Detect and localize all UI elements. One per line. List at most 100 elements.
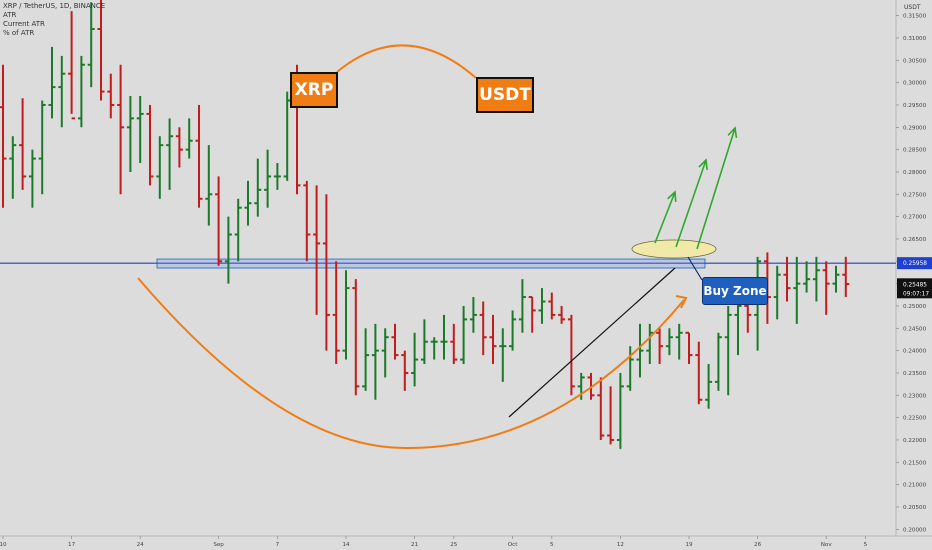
- x-tick-label: 5: [550, 542, 554, 548]
- ohlc-bar: [273, 163, 281, 190]
- ohlc-bar: [48, 46, 56, 119]
- x-tick-label: 19: [685, 542, 693, 548]
- ohlc-bar: [362, 328, 370, 391]
- y-tick-label: 0.24000: [903, 349, 927, 355]
- ohlc-bar: [185, 118, 193, 159]
- ohlc-bar: [685, 331, 693, 365]
- ohlc-bar: [38, 100, 46, 195]
- ohlc-bar: [117, 64, 125, 195]
- ohlc-bar: [352, 279, 360, 396]
- y-tick-label: 0.30000: [903, 81, 927, 87]
- ohlc-bar: [28, 149, 36, 208]
- countdown-text: 09:07:17: [903, 291, 929, 297]
- y-tick-label: 0.29000: [903, 125, 927, 131]
- y-tick-label: 0.28000: [903, 170, 927, 176]
- y-tick-label: 0.22500: [903, 416, 927, 422]
- breakout-target-ellipse: [631, 239, 717, 259]
- ohlc-bar: [832, 265, 840, 293]
- y-tick-label: 0.21500: [903, 460, 927, 466]
- ohlc-bar: [303, 180, 311, 262]
- rounding-bottom-curve: [137, 277, 685, 450]
- x-tick-label: Nov: [821, 542, 833, 548]
- ohlc-bar: [548, 292, 556, 320]
- x-tick-label: 24: [137, 542, 145, 548]
- ohlc-bar: [460, 305, 468, 365]
- x-tick-label: 26: [754, 542, 762, 548]
- time-axis[interactable]: 10 17 24 Sep 7 14 21 25 Oct 5 12 19 26 Nov 5: [0, 536, 868, 548]
- ohlc-bar: [205, 145, 213, 226]
- symbol-title[interactable]: XRP / TetherUS, 1D, BINANCE: [3, 2, 106, 10]
- ohlc-bar: [420, 319, 428, 365]
- annotation-layer: [137, 44, 738, 450]
- y-tick-label: 0.20500: [903, 505, 927, 511]
- ohlc-bar: [224, 216, 232, 284]
- indicator-percent-atr[interactable]: % of ATR: [3, 29, 35, 37]
- x-tick-label: 7: [276, 542, 280, 548]
- resistance-price-tag: [897, 257, 932, 270]
- xrp-usdt-arc: [336, 44, 477, 79]
- ohlc-bar: [322, 194, 330, 351]
- buy-zone-rect: [156, 258, 706, 269]
- green-target-arrowhead: [667, 190, 677, 203]
- price-axis[interactable]: 0.31500 0.31000 0.30500 0.30000 0.29500 0.290…: [896, 14, 927, 534]
- y-tick-label: 0.23000: [903, 393, 927, 399]
- y-tick-label: 0.31000: [903, 36, 927, 42]
- ohlc-bar: [724, 305, 732, 396]
- green-target-arrow: [654, 191, 676, 244]
- ohlc-bar: [0, 64, 7, 208]
- ohlc-bar: [714, 332, 722, 391]
- usdt-label: USDT: [476, 77, 534, 113]
- buy-zone-pointer: [687, 256, 703, 281]
- xrp-label: XRP: [290, 72, 338, 108]
- indicator-current-atr[interactable]: Current ATR: [3, 20, 45, 28]
- indicator-atr[interactable]: ATR: [3, 11, 17, 19]
- green-target-arrowhead: [698, 158, 708, 171]
- ohlc-bar: [646, 323, 654, 365]
- x-tick-label: 17: [68, 542, 76, 548]
- ohlc-bar: [381, 328, 389, 378]
- y-tick-label: 0.23500: [903, 371, 927, 377]
- ohlc-bar: [842, 256, 850, 298]
- last-price-text: 0.25485: [903, 282, 927, 288]
- ohlc-bar: [313, 185, 321, 315]
- y-tick-label: 0.25000: [903, 304, 927, 310]
- y-tick-label: 0.26500: [903, 237, 927, 243]
- ohlc-bar: [509, 310, 517, 351]
- buy-zone-label: Buy Zone: [702, 277, 768, 305]
- ohlc-bar: [558, 305, 566, 324]
- ohlc-bar: [77, 55, 85, 128]
- ohlc-bar: [440, 314, 448, 360]
- ohlc-bar: [607, 386, 615, 445]
- ohlc-bar: [107, 73, 115, 119]
- ohlc-series[interactable]: [0, 0, 850, 449]
- x-tick-label: 14: [342, 542, 350, 548]
- ohlc-bar: [705, 364, 713, 409]
- ohlc-bar: [58, 55, 66, 128]
- x-tick-label: Oct: [508, 542, 518, 548]
- ohlc-bar: [254, 158, 262, 217]
- ohlc-bar: [87, 2, 95, 88]
- ohlc-bar: [656, 328, 664, 365]
- green-target-arrowhead: [727, 126, 738, 139]
- ohlc-bar: [567, 314, 575, 396]
- ohlc-bar: [215, 176, 223, 266]
- ohlc-bar: [391, 323, 399, 360]
- ohlc-bar: [626, 346, 634, 391]
- ohlc-bar: [19, 98, 27, 190]
- ohlc-bar: [783, 256, 791, 302]
- ohlc-bar: [264, 149, 272, 208]
- y-tick-label: 0.27000: [903, 215, 927, 221]
- y-tick-label: 0.21000: [903, 483, 927, 489]
- ohlc-bar: [538, 288, 546, 324]
- ohlc-bar: [479, 301, 487, 356]
- ohlc-bar: [411, 332, 419, 387]
- ohlc-bar: [489, 314, 497, 365]
- green-target-arrow: [696, 127, 736, 250]
- ohlc-bar: [195, 104, 203, 208]
- last-price-tag: [897, 278, 932, 299]
- ohlc-bar: [371, 323, 379, 400]
- ohlc-bar: [156, 136, 164, 199]
- ohlc-bar: [450, 323, 458, 365]
- ohlc-bar: [773, 265, 781, 320]
